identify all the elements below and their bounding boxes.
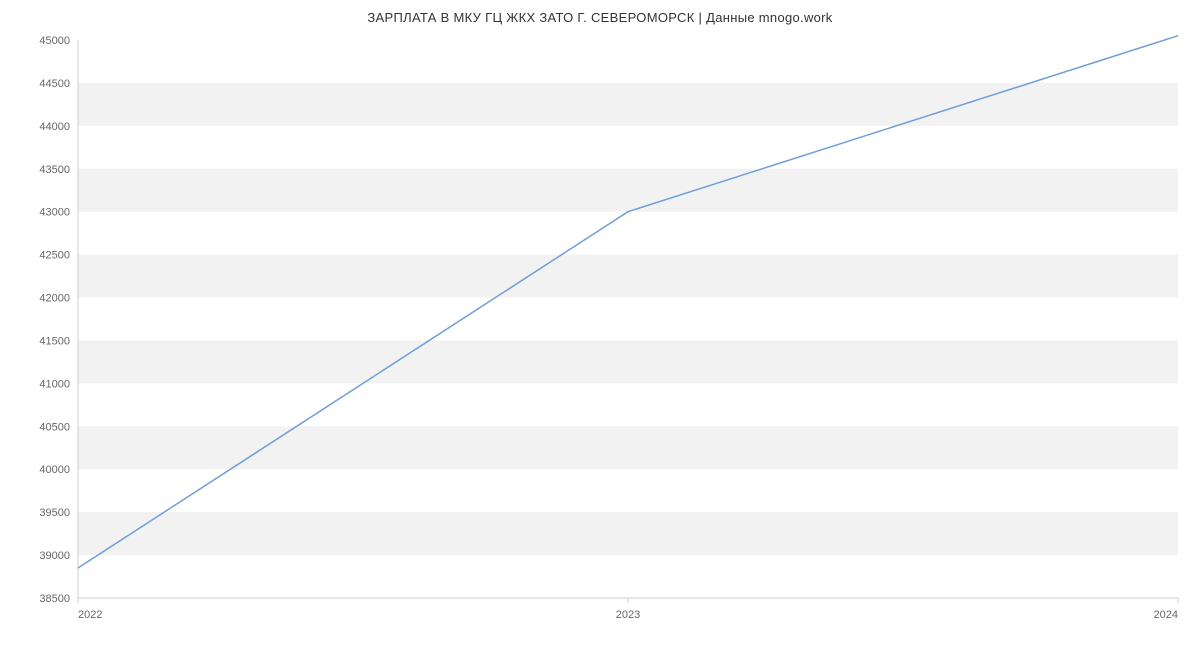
svg-text:41500: 41500 bbox=[39, 335, 70, 347]
svg-text:40500: 40500 bbox=[39, 421, 70, 433]
chart-svg: 38500 39000 39500 40000 40500 41000 41500 42000… bbox=[0, 0, 1200, 650]
svg-text:44500: 44500 bbox=[39, 78, 70, 90]
svg-text:44000: 44000 bbox=[39, 121, 70, 133]
chart-title: ЗАРПЛАТА В МКУ ГЦ ЖКХ ЗАТО Г. СЕВЕРОМОРС… bbox=[0, 10, 1200, 25]
svg-text:38500: 38500 bbox=[39, 593, 70, 605]
svg-text:42500: 42500 bbox=[39, 250, 70, 262]
svg-text:2022: 2022 bbox=[78, 609, 102, 621]
svg-text:43500: 43500 bbox=[39, 164, 70, 176]
svg-text:42000: 42000 bbox=[39, 293, 70, 305]
svg-text:39000: 39000 bbox=[39, 550, 70, 562]
salary-line-chart: ЗАРПЛАТА В МКУ ГЦ ЖКХ ЗАТО Г. СЕВЕРОМОРС… bbox=[0, 0, 1200, 650]
svg-text:2024: 2024 bbox=[1154, 609, 1178, 621]
svg-text:43000: 43000 bbox=[39, 207, 70, 219]
svg-text:2023: 2023 bbox=[616, 609, 640, 621]
svg-text:39500: 39500 bbox=[39, 507, 70, 519]
svg-text:41000: 41000 bbox=[39, 378, 70, 390]
svg-text:45000: 45000 bbox=[39, 35, 70, 47]
svg-text:40000: 40000 bbox=[39, 464, 70, 476]
